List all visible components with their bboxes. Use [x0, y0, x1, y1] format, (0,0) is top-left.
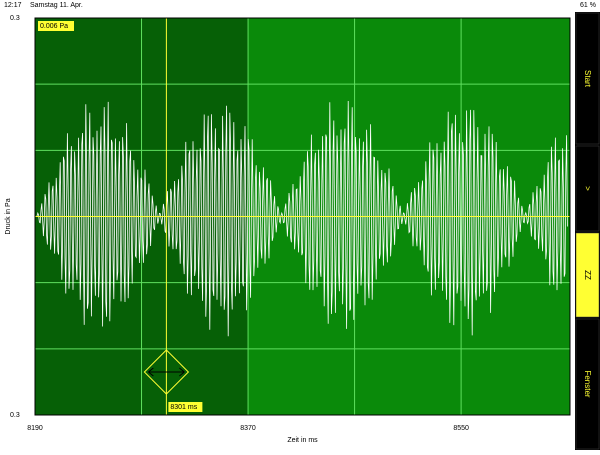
- plot-frame: [34, 17, 571, 416]
- y-tick-label: 0.3: [10, 412, 20, 419]
- status-time: 12:17: [4, 2, 22, 9]
- button-label[interactable]: >: [583, 186, 592, 191]
- button[interactable]: [575, 318, 600, 450]
- x-tick-label: 8370: [240, 425, 256, 432]
- readout: 0.006 Pa: [40, 23, 68, 30]
- x-tick-label: 8550: [453, 425, 469, 432]
- button[interactable]: [575, 145, 600, 232]
- cursor-handle[interactable]: [143, 349, 190, 395]
- button-label[interactable]: ZZ: [583, 270, 592, 280]
- button-label[interactable]: Start: [583, 70, 592, 88]
- x-axis-title: Zeit in ms: [287, 437, 318, 444]
- x-tick-label: 8190: [27, 425, 43, 432]
- button[interactable]: [575, 232, 600, 318]
- cursor-arrow: [148, 367, 185, 377]
- waveform: [36, 100, 568, 337]
- y-axis-title: Druck in Pa: [5, 198, 12, 234]
- cursor-label: 8301 ms: [170, 404, 197, 411]
- y-tick-label: 0.3: [10, 15, 20, 22]
- status-date: Samstag 11. Apr.: [30, 2, 83, 9]
- button-label[interactable]: Fenster: [583, 370, 592, 397]
- cursor-label-box: [168, 402, 203, 412]
- button[interactable]: [575, 12, 600, 145]
- status-battery: 61 %: [580, 2, 596, 9]
- readout-box: [38, 21, 74, 31]
